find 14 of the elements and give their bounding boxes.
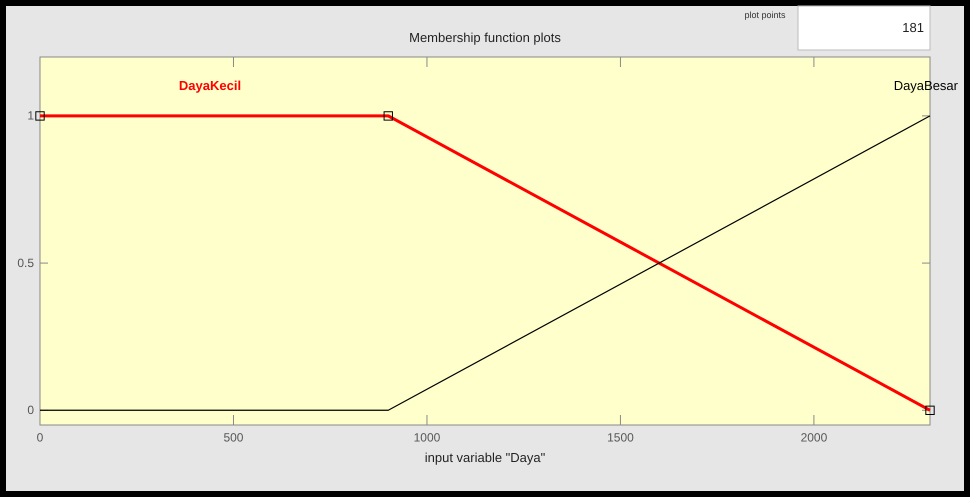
y-tick-label: 0	[27, 403, 34, 418]
text: plot points	[744, 10, 786, 20]
y-tick-label: 0.5	[17, 256, 34, 270]
y-tick-label: 1	[27, 108, 34, 123]
x-tick-label: 1000	[414, 430, 441, 445]
series-label: DayaKecil	[178, 78, 242, 93]
x-tick-label: 1500	[607, 430, 634, 445]
chart-title: Membership function plots	[409, 30, 562, 45]
x-tick-label: 500	[223, 430, 244, 445]
x-tick-label: 0	[36, 430, 44, 445]
x-tick-label: 2000	[800, 430, 828, 445]
text: 181	[902, 20, 924, 35]
x-axis-title: input variable "Daya"	[424, 450, 546, 465]
text: DayaBesar	[894, 78, 959, 93]
